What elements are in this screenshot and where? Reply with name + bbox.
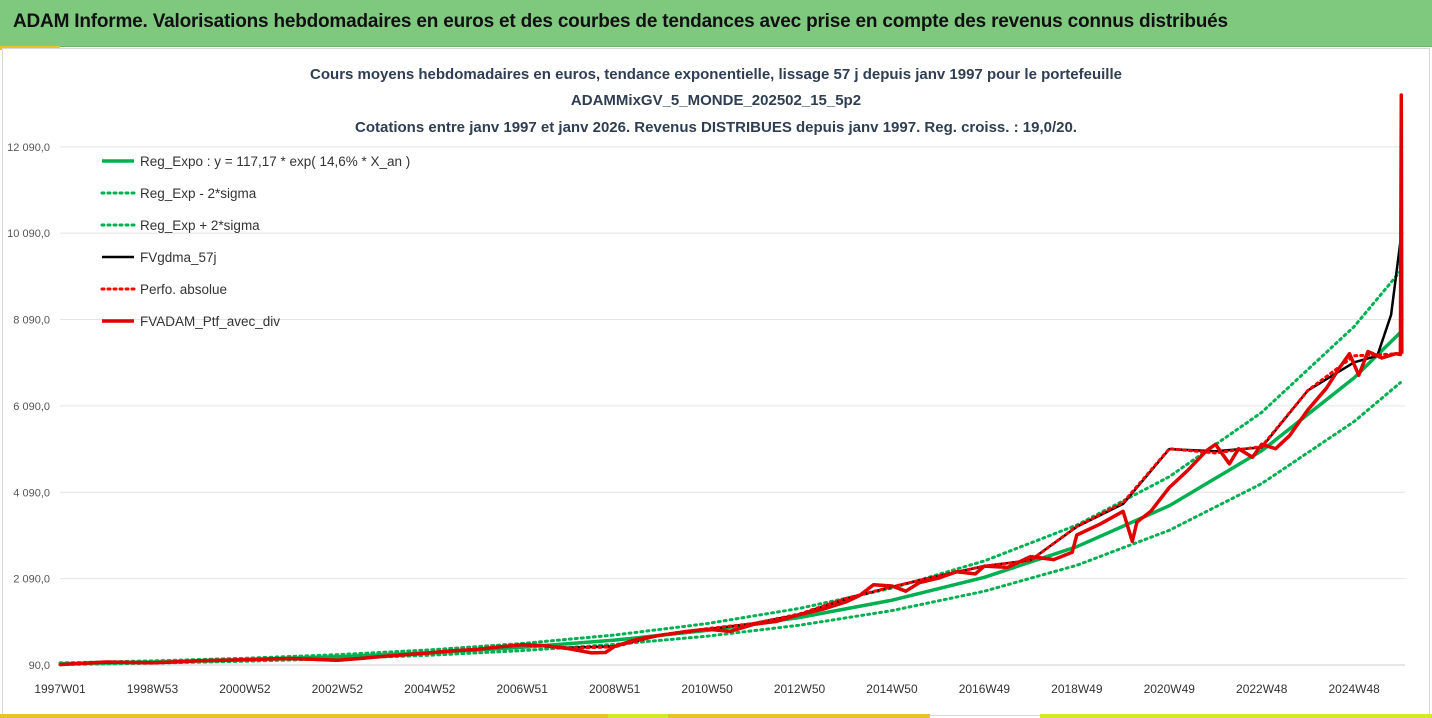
- y-tick-label: 8 090,0: [13, 315, 50, 327]
- x-tick-label: 2018W49: [1051, 682, 1103, 696]
- series-line-fvadam_ptf_avec_div-5: [59, 93, 1404, 667]
- series-line-perfo-4: [58, 352, 1402, 667]
- chart-frame: [2, 48, 1430, 716]
- legend-label: Reg_Exp + 2*sigma: [140, 218, 260, 233]
- x-tick-label: 2000W52: [219, 682, 271, 696]
- x-tick-label: 2006W51: [497, 682, 549, 696]
- x-tick-label: 1997W01: [34, 682, 86, 696]
- x-tick-label: 1998W53: [127, 682, 179, 696]
- accent-bar-bottom-right: [1040, 714, 1432, 718]
- y-tick-label: 6 090,0: [13, 401, 50, 413]
- x-tick-label: 2020W49: [1144, 682, 1196, 696]
- x-tick-label: 2024W48: [1328, 682, 1380, 696]
- legend-label: Perfo. absolue: [140, 282, 227, 297]
- legend-label: FVgdma_57j: [140, 250, 217, 265]
- y-tick-label: 4 090,0: [13, 487, 50, 499]
- x-tick-label: 2002W52: [312, 682, 364, 696]
- series-line-reg_expo-0: [59, 331, 1402, 666]
- x-tick-label: 2014W50: [866, 682, 918, 696]
- series-line-reg_exp-1: [58, 381, 1402, 667]
- series-line-fvgdma_57j-3: [59, 241, 1402, 666]
- legend-label: FVADAM_Ptf_avec_div: [140, 314, 280, 329]
- x-tick-label: 2012W50: [774, 682, 826, 696]
- page-title: ADAM Informe. Valorisations hebdomadaire…: [13, 11, 1228, 32]
- y-tick-label: 12 090,0: [7, 142, 50, 154]
- accent-bar-bottom-mid: [608, 714, 668, 718]
- header-bar: ADAM Informe. Valorisations hebdomadaire…: [0, 0, 1432, 47]
- x-tick-label: 2022W48: [1236, 682, 1288, 696]
- x-tick-label: 2010W50: [681, 682, 733, 696]
- x-tick-label: 2004W52: [404, 682, 456, 696]
- legend-label: Reg_Exp - 2*sigma: [140, 186, 257, 201]
- chart-title-line-2: ADAMMixGV_5_MONDE_202502_15_5p2: [570, 92, 862, 109]
- legend-label: Reg_Expo : y = 117,17 * exp( 14,6% * X_a…: [140, 154, 410, 169]
- accent-bar-bottom-left: [0, 714, 930, 718]
- chart-title-line-3: Cotations entre janv 1997 et janv 2026. …: [355, 119, 1077, 136]
- chart-title-line-1: Cours moyens hebdomadaires en euros, ten…: [310, 66, 1122, 83]
- x-tick-label: 2016W49: [959, 682, 1011, 696]
- y-tick-label: 2 090,0: [13, 574, 50, 586]
- series-line-reg_exp-2: [58, 269, 1402, 665]
- x-tick-label: 2008W51: [589, 682, 641, 696]
- y-tick-label: 10 090,0: [7, 228, 50, 240]
- y-tick-label: 90,0: [29, 660, 50, 672]
